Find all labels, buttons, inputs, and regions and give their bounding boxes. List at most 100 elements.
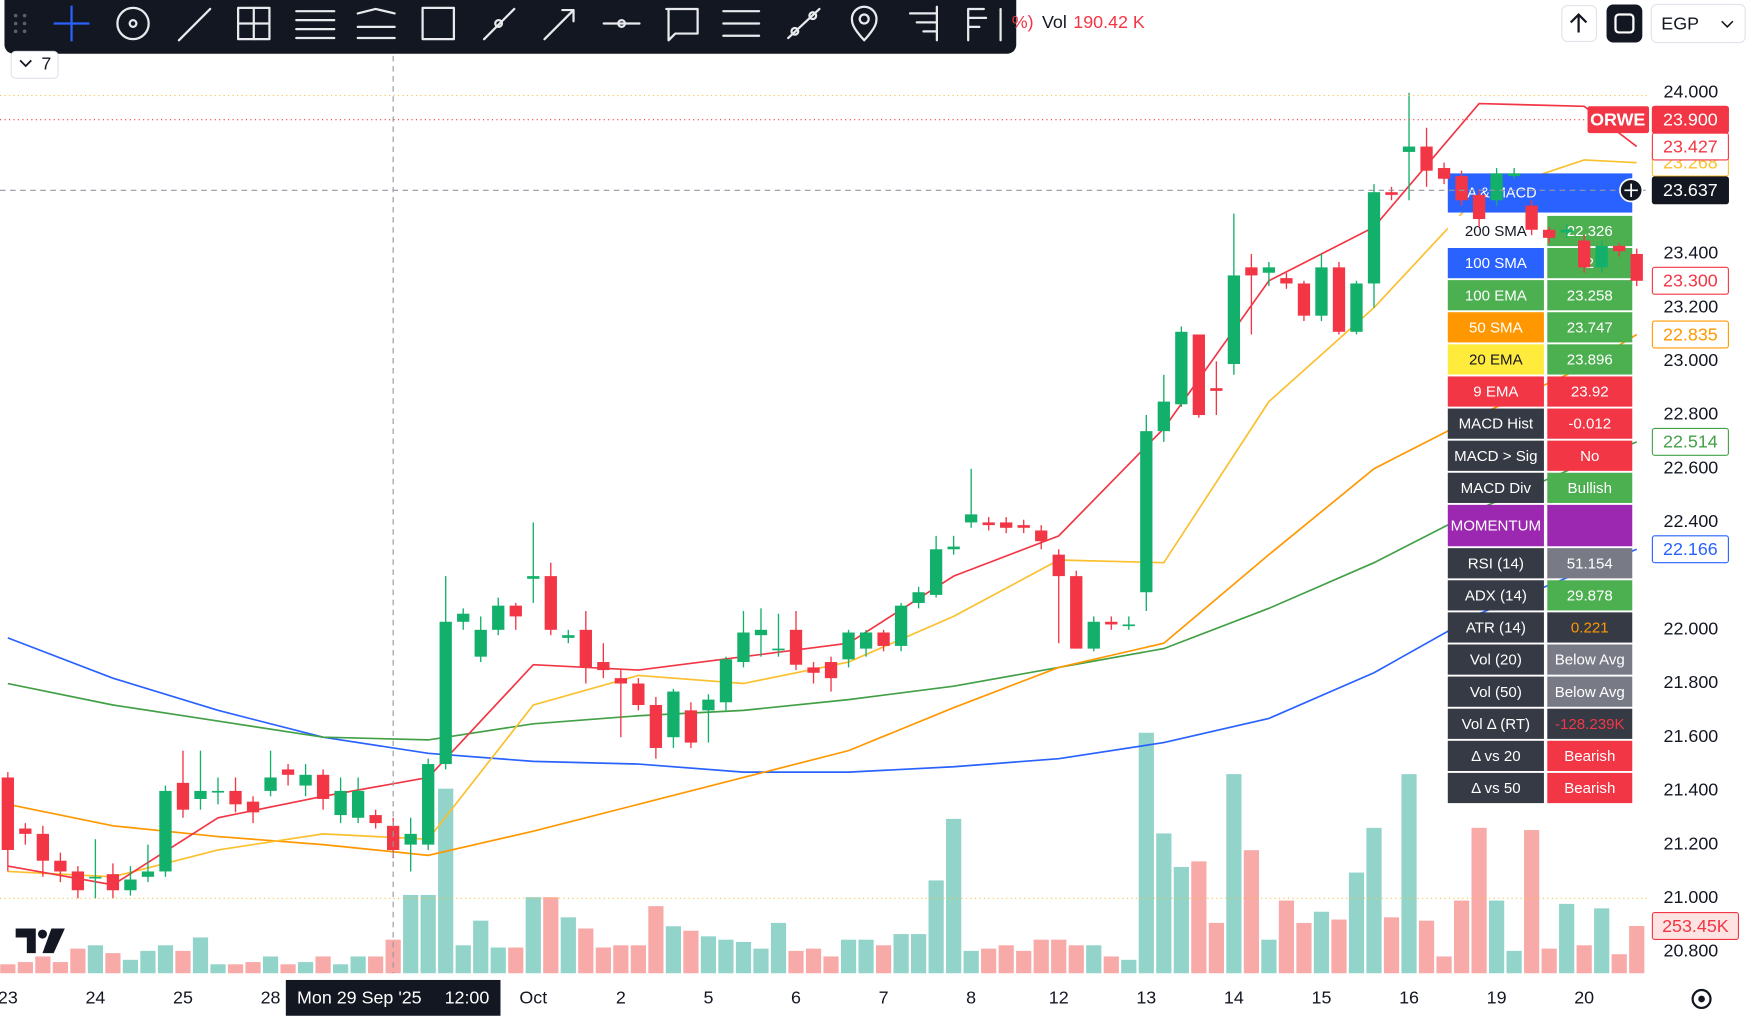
scroll-up-button[interactable] — [1561, 5, 1598, 42]
y-tick-label: 24.000 — [1664, 82, 1719, 102]
volume-bar — [1278, 900, 1295, 974]
ma-line — [7, 333, 1638, 857]
candle-body — [1192, 334, 1206, 416]
candle-body — [684, 710, 698, 743]
table-value-cell — [1547, 344, 1633, 375]
volume-bar — [438, 788, 454, 974]
tool-fib[interactable] — [237, 6, 271, 41]
volume-bar — [262, 956, 279, 974]
candle-body — [1262, 267, 1276, 273]
tool-circle[interactable] — [116, 6, 150, 41]
tool-brush[interactable] — [482, 7, 516, 41]
tool-pin[interactable] — [850, 5, 878, 42]
candle-body — [929, 549, 943, 595]
candle-body — [71, 871, 85, 891]
volume-label: Vol — [1042, 12, 1067, 32]
last-price-tag-bg — [1651, 105, 1729, 134]
volume-bar — [368, 956, 384, 974]
table-value-cell — [1547, 504, 1633, 547]
candle-body — [965, 514, 978, 523]
currency-button[interactable]: EGP — [1650, 3, 1746, 44]
tool-flags[interactable] — [967, 7, 1002, 42]
x-tick-label: 5 — [703, 988, 713, 1008]
volume-bar — [490, 947, 506, 974]
volume-bar — [297, 962, 314, 974]
volume-bar — [648, 906, 664, 974]
x-tick-label: 19 — [1487, 988, 1507, 1008]
x-tick-label: 24 — [85, 988, 105, 1008]
table-label-cell — [1447, 312, 1544, 343]
tool-trendline[interactable] — [177, 7, 212, 42]
tool-ruler[interactable] — [787, 7, 821, 40]
ma-line — [7, 441, 1638, 741]
candle-body — [562, 635, 575, 638]
volume-bar — [613, 945, 629, 974]
table-value: 29.878 — [1567, 587, 1613, 604]
candle-body — [789, 629, 803, 665]
table-label: RSI (14) — [1468, 555, 1524, 572]
tool-hline[interactable] — [602, 19, 641, 28]
candle-body — [474, 629, 487, 657]
volume-bar — [350, 956, 366, 974]
symbol-tag: ORWE — [1590, 110, 1645, 130]
currency: EGP — [1661, 13, 1699, 33]
volume-bar — [1296, 922, 1312, 974]
table-value-cell — [1547, 548, 1633, 579]
candle-body — [1227, 275, 1241, 365]
y-tick-label: 22.000 — [1664, 619, 1719, 639]
tool-rect[interactable] — [421, 6, 456, 41]
candle-body — [36, 833, 50, 861]
volume-bar — [1261, 939, 1277, 974]
table-label: Δ vs 20 — [1471, 748, 1520, 765]
crosshair-date: Mon 29 Sep '25 — [297, 988, 422, 1008]
y-tick-label: 23.200 — [1664, 296, 1719, 316]
candle-body — [1280, 278, 1293, 284]
table-label-cell — [1447, 472, 1544, 503]
x-tick-label: 8 — [966, 988, 976, 1008]
volume-tag-bg — [1651, 912, 1740, 940]
settings-button[interactable] — [1691, 988, 1712, 1010]
volume-bar — [1489, 900, 1505, 974]
table-value: 51.154 — [1567, 555, 1613, 572]
x-tick-label: 20 — [1574, 988, 1594, 1008]
volume-bar — [1086, 945, 1102, 974]
table-label-cell — [1447, 708, 1544, 739]
volume-bar — [1226, 774, 1242, 974]
volume-bar — [1541, 948, 1557, 974]
tool-hlines[interactable] — [295, 10, 336, 40]
candle-body — [579, 629, 592, 668]
candle-body — [1105, 621, 1118, 625]
volume-bar — [1453, 900, 1470, 974]
volume-bar — [875, 945, 892, 974]
candle-body — [754, 629, 768, 636]
tool-channel[interactable] — [722, 10, 761, 37]
tool-note[interactable] — [665, 7, 699, 42]
volume-bar — [1173, 866, 1189, 974]
tool-crosshair[interactable] — [53, 5, 90, 42]
candle-body — [1455, 176, 1468, 201]
table-value-cell — [1547, 708, 1633, 739]
table-label: Vol (20) — [1470, 652, 1522, 669]
ma-tag: 22.514 — [1663, 432, 1718, 452]
candle-body — [1070, 576, 1083, 649]
candle-body — [1175, 331, 1188, 405]
tool-arrow[interactable] — [543, 8, 575, 41]
table-label: 9 EMA — [1473, 384, 1519, 401]
fullscreen-button[interactable] — [1606, 4, 1643, 43]
volume-bar — [928, 880, 944, 974]
candle-body — [1245, 267, 1258, 276]
tool-volume-profile[interactable] — [908, 5, 938, 42]
tool-pitchfork[interactable] — [356, 7, 396, 40]
interval-chip[interactable]: 7 — [10, 50, 59, 79]
table-value: 22.326 — [1567, 223, 1613, 240]
table-value-cell — [1547, 740, 1633, 771]
x-tick-label: Oct — [519, 988, 547, 1008]
candle-body — [1420, 146, 1433, 171]
candle-body — [1507, 173, 1521, 177]
table-value: -128.239K — [1555, 716, 1625, 733]
candle-body — [1490, 173, 1503, 201]
volume-bar — [753, 948, 769, 974]
ma-tag: 22.166 — [1663, 539, 1718, 559]
volume-bar — [630, 945, 646, 974]
